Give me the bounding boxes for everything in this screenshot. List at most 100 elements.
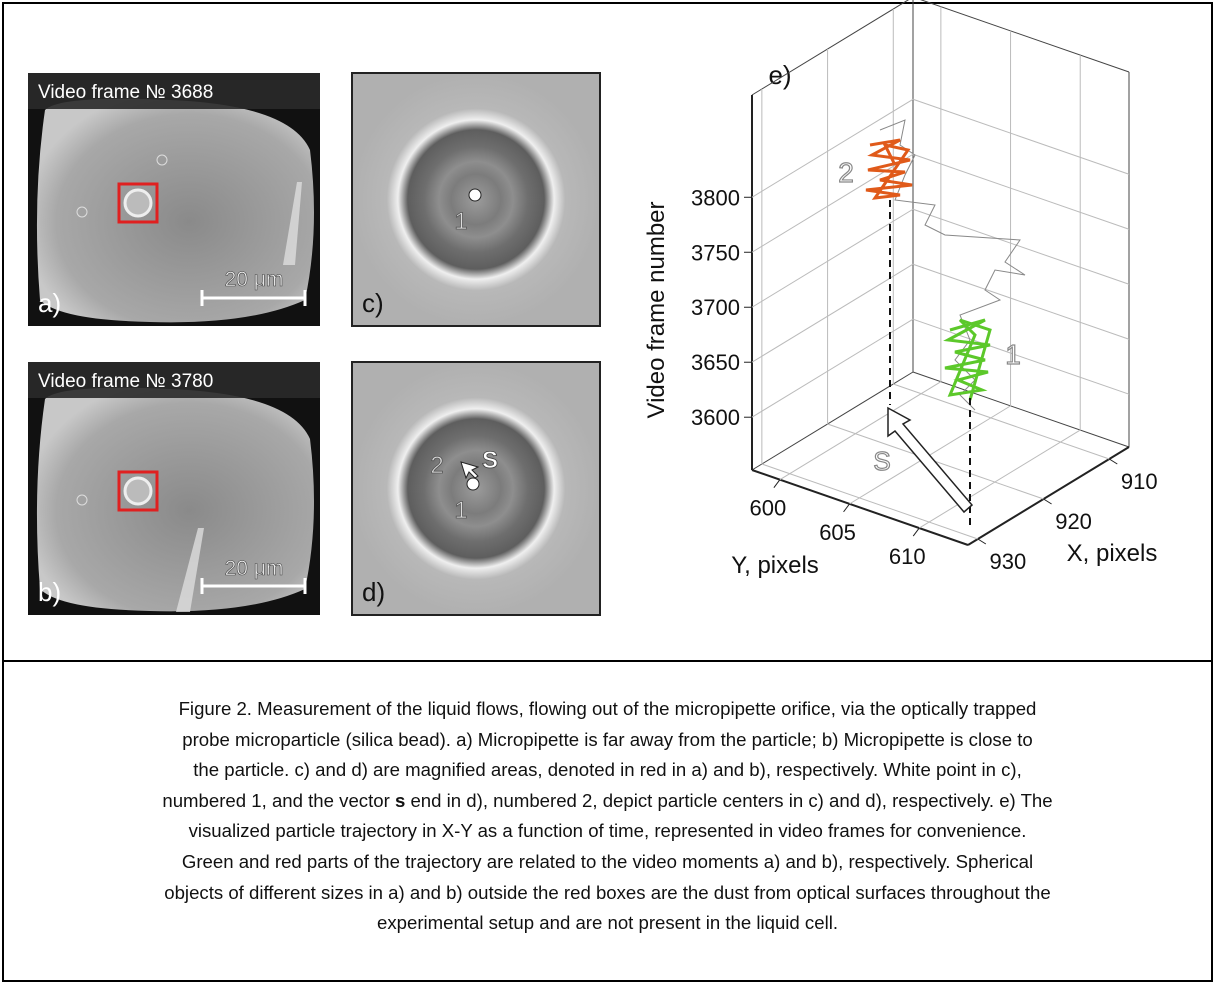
- red-box: [117, 470, 159, 512]
- grid-line: [918, 429, 1081, 529]
- grid-line: [912, 263, 1130, 340]
- caption-line: Green and red parts of the trajectory ar…: [4, 847, 1211, 878]
- axis-edge: [751, 469, 969, 546]
- z-axis-label: Video frame number: [643, 201, 670, 418]
- grid-line: [751, 208, 914, 308]
- z-tick-label: 3600: [691, 405, 740, 430]
- caption-line: numbered 1, and the vector s end in d), …: [4, 786, 1211, 817]
- panel-c: 1 c): [351, 72, 601, 327]
- caption-line: the particle. c) and d) are magnified ar…: [4, 755, 1211, 786]
- caption-text: end in d), numbered 2, depict particle c…: [405, 789, 1053, 811]
- vector-arrow: [460, 461, 480, 480]
- grid-line: [779, 381, 942, 481]
- grid-line: [912, 208, 1130, 285]
- point-label: 2: [430, 452, 443, 479]
- cell-image: [36, 387, 314, 612]
- panel-b: Video frame № 3780 20 μm b): [28, 362, 320, 615]
- tick-mark: [843, 503, 850, 513]
- axis-edge: [967, 446, 1130, 546]
- panel-label: e): [768, 60, 791, 90]
- vector-label: S: [873, 446, 890, 476]
- micropipette: [283, 182, 302, 265]
- dust: [156, 154, 168, 166]
- trajectory-label: 2: [838, 157, 854, 188]
- z-tick-label: 3650: [691, 350, 740, 375]
- x-axis-label: X, pixels: [1067, 540, 1158, 567]
- cell-image: [36, 98, 314, 323]
- caption-text: Figure 2. Measurement of the liquid flow…: [178, 698, 1037, 719]
- caption-line: experimental setup and are not present i…: [4, 908, 1211, 939]
- axis-edge: [912, 371, 1130, 448]
- tick-mark: [977, 538, 987, 545]
- z-tick-label: 3700: [691, 295, 740, 320]
- vector-label: S: [482, 447, 498, 474]
- axis-edge: [920, 0, 1130, 73]
- panel-d: 2 1 S d): [351, 361, 601, 616]
- vector-arrow: [887, 406, 974, 514]
- tick-mark: [1109, 458, 1118, 465]
- header: Video frame № 3780: [38, 371, 213, 392]
- point-label: 1: [454, 208, 467, 235]
- caption-text: probe microparticle (silica bead). a) Mi…: [182, 728, 1033, 750]
- caption-text: experimental setup and are not present i…: [377, 912, 838, 934]
- z-tick-label: 3800: [691, 185, 740, 210]
- panel-label: c): [362, 288, 384, 318]
- scale-label: 20 μm: [225, 268, 284, 291]
- micropipette: [176, 528, 204, 612]
- grid-line: [751, 263, 914, 363]
- grid-line: [761, 463, 979, 540]
- center-point: [468, 188, 482, 202]
- y-tick-label: 600: [750, 496, 787, 521]
- axis-edge: [751, 371, 914, 471]
- panel-label: a): [38, 288, 61, 318]
- scale-label: 20 μm: [225, 557, 284, 580]
- bead: [123, 188, 153, 218]
- y-axis-label: Y, pixels: [731, 552, 819, 579]
- figure: Video frame № 3688 20 μm a) Video frame …: [28, 0, 1158, 616]
- x-tick-label: 910: [1121, 469, 1158, 494]
- grid-line: [893, 383, 1110, 460]
- caption-text: visualized particle trajectory in X-Y as…: [188, 820, 1027, 842]
- tick-mark: [1043, 498, 1052, 505]
- trajectory-green: [943, 318, 992, 401]
- caption-text: s: [394, 789, 406, 811]
- caption-line: visualized particle trajectory in X-Y as…: [4, 816, 1211, 847]
- caption-line: objects of different sizes in a) and b) …: [4, 878, 1211, 909]
- x-tick-label: 920: [1055, 509, 1092, 534]
- trajectory-label: 1: [1005, 339, 1021, 370]
- red-box: [117, 182, 159, 224]
- panel-label: d): [362, 577, 385, 607]
- header-bar: [28, 73, 320, 109]
- y-tick-label: 605: [819, 520, 856, 545]
- grid-line: [751, 153, 914, 253]
- point-label: 1: [454, 497, 467, 524]
- panel-label: b): [38, 577, 61, 607]
- x-tick-label: 930: [989, 549, 1026, 574]
- axis-edge: [751, 0, 910, 96]
- trajectory-red: [865, 138, 913, 200]
- grid-line: [751, 318, 914, 418]
- y-tick-label: 610: [889, 544, 926, 569]
- grid-line: [912, 318, 1130, 395]
- panel-e: e) Video frame number Y, pixels X, pixel…: [643, 0, 1158, 579]
- panel-a: Video frame № 3688 20 μm a): [28, 73, 320, 326]
- caption-text: objects of different sizes in a) and b) …: [164, 881, 1051, 903]
- z-tick-label: 3750: [691, 240, 740, 265]
- caption-line: Figure 2. Measurement of the liquid flow…: [4, 694, 1211, 725]
- grid-line: [751, 98, 914, 198]
- dust: [76, 206, 88, 218]
- separator: [4, 660, 1211, 662]
- bead: [123, 476, 153, 506]
- caption-text: numbered 1, and the vector: [162, 789, 395, 811]
- header-bar: [28, 362, 320, 398]
- tick-mark: [912, 527, 920, 537]
- caption-text: Green and red parts of the trajectory ar…: [181, 850, 1034, 872]
- caption: Figure 2. Measurement of the liquid flow…: [4, 694, 1211, 939]
- grid-line: [912, 98, 1130, 175]
- caption-text: the particle. c) and d) are magnified ar…: [193, 759, 1022, 781]
- dust: [76, 494, 88, 506]
- grid-line: [912, 153, 1130, 230]
- center-point: [466, 477, 480, 491]
